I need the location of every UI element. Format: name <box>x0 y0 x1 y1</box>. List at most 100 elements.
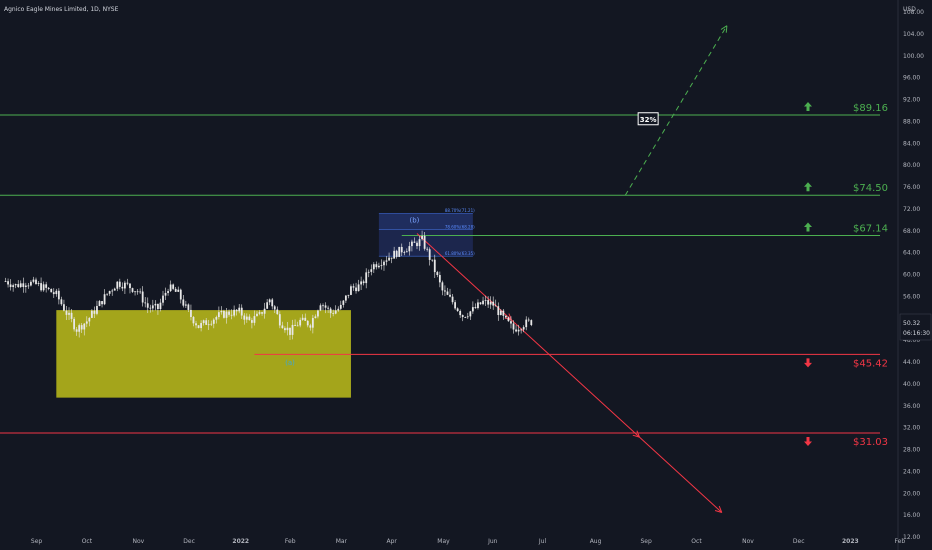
x-tick-label: Feb <box>285 538 296 545</box>
candle-body <box>492 301 495 306</box>
candle <box>136 289 139 295</box>
candle <box>4 277 7 283</box>
candle-body <box>520 329 523 331</box>
y-tick-label: 40.00 <box>903 381 920 388</box>
candle <box>223 309 225 319</box>
candle <box>60 296 63 306</box>
candle-body <box>45 284 48 288</box>
candle-body <box>362 281 365 284</box>
candle-body <box>240 307 243 316</box>
candle-body <box>456 308 459 312</box>
candle-body <box>461 315 464 317</box>
candle <box>225 308 228 324</box>
x-tick-label: Apr <box>387 538 398 545</box>
up-arrow-icon <box>804 222 812 232</box>
time-axis[interactable]: Sep Oct Nov Dec 2022 Feb Mar Apr May Jun Jul Aug Sep… <box>31 538 905 545</box>
candle-body <box>83 323 86 330</box>
candle-body <box>113 288 116 291</box>
candle-body <box>22 283 25 287</box>
candle-body <box>459 311 462 316</box>
candle <box>444 285 446 297</box>
candle-body <box>146 303 149 308</box>
candle-body <box>294 324 296 326</box>
candle <box>12 283 15 292</box>
candle <box>479 302 482 305</box>
candle-body <box>9 284 12 288</box>
candle <box>55 288 58 297</box>
candle-body <box>80 325 83 330</box>
candle <box>311 314 314 334</box>
candle-body <box>205 320 208 325</box>
candle-body <box>474 307 477 309</box>
candle <box>413 237 416 243</box>
candle-body <box>413 241 416 243</box>
candle <box>367 269 370 278</box>
y-tick-label: 32.00 <box>903 425 920 432</box>
last-price-tag: 50.32 06:16:30 <box>899 313 932 341</box>
x-tick-label: Feb <box>895 538 906 545</box>
candle-body <box>223 310 225 318</box>
candle <box>266 299 269 310</box>
candle <box>184 300 187 308</box>
candle <box>157 303 159 315</box>
price-axis[interactable]: 108.00 104.00 100.00 96.00 92.00 88.00 84.00 80… <box>903 9 924 541</box>
level-label-2: $74.50 <box>853 183 888 194</box>
candle <box>238 304 241 314</box>
candle <box>362 279 365 286</box>
candle-body <box>502 310 505 316</box>
candle <box>296 321 299 327</box>
y-tick-label: 44.00 <box>903 359 920 366</box>
candle-body <box>90 310 93 318</box>
candle <box>121 282 124 292</box>
candle <box>487 296 490 309</box>
candle-body <box>436 272 439 276</box>
candle-body <box>525 319 528 328</box>
candle <box>530 319 533 327</box>
candle-body <box>60 299 63 305</box>
candle <box>324 302 327 314</box>
candle <box>27 282 30 289</box>
candle <box>360 276 363 291</box>
y-tick-label: 20.00 <box>903 490 920 497</box>
candle-body <box>263 308 266 314</box>
candle <box>233 305 236 318</box>
candle <box>215 315 218 324</box>
candle-body <box>347 294 350 296</box>
x-tick-label: May <box>437 538 450 545</box>
candle-body <box>276 309 279 315</box>
candle <box>309 323 312 331</box>
candle-body <box>342 300 345 305</box>
candle <box>63 299 65 312</box>
candle-body <box>184 304 187 306</box>
candle <box>390 257 393 264</box>
candle-body <box>182 299 185 306</box>
candle <box>243 313 246 325</box>
candle-body <box>179 289 182 300</box>
candle-body <box>334 310 337 314</box>
candle-body <box>421 236 423 240</box>
candle-body <box>352 286 355 288</box>
candle-body <box>355 287 357 292</box>
candle <box>421 230 423 241</box>
candle-body <box>258 312 261 314</box>
candle <box>251 317 253 329</box>
candle-body <box>449 294 451 297</box>
candle-body <box>93 310 96 314</box>
candle-body <box>190 309 192 317</box>
candle-body <box>243 315 246 320</box>
candle-body <box>30 281 32 286</box>
candle-body <box>378 265 380 268</box>
candle-body <box>306 320 309 326</box>
bullish-projection-line <box>624 25 728 196</box>
candle-body <box>108 291 111 294</box>
candle <box>65 306 68 321</box>
candle-body <box>233 309 236 316</box>
candle <box>167 288 169 296</box>
fib-band-1 <box>378 213 473 230</box>
annotations: (b) (a) 32% <box>285 112 659 367</box>
candle-body <box>324 305 327 308</box>
candle <box>431 259 434 262</box>
candle <box>339 300 342 310</box>
candle <box>164 287 167 300</box>
